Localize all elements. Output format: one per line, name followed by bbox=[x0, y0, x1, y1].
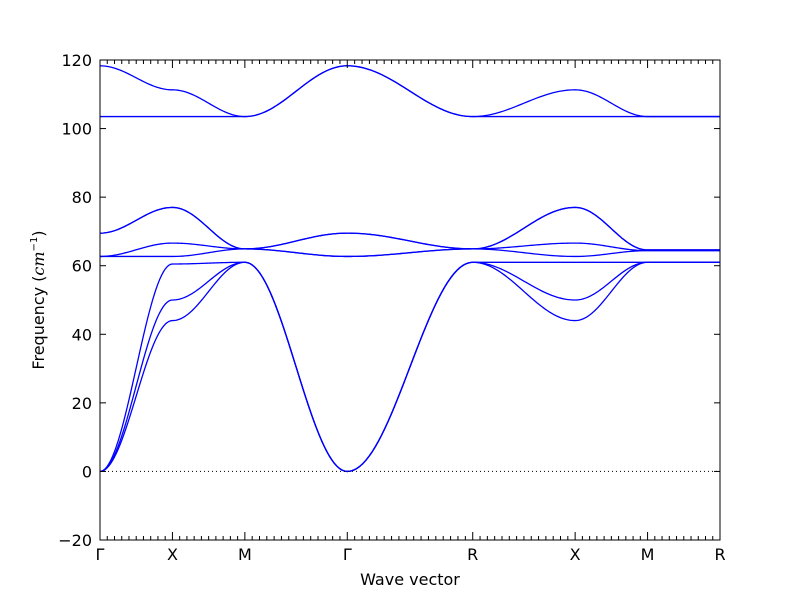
x-tick-label: X bbox=[570, 545, 581, 564]
x-tick-label: R bbox=[467, 545, 478, 564]
y-axis-label-main: Frequency ( bbox=[29, 276, 48, 370]
y-tick-label: 40 bbox=[72, 325, 92, 344]
x-tick-label: M bbox=[641, 545, 655, 564]
y-axis-label: Frequency (cm−1) bbox=[29, 230, 48, 369]
x-tick-label: Γ bbox=[343, 545, 352, 564]
y-tick-label: 120 bbox=[61, 51, 92, 70]
bands-layer bbox=[99, 65, 720, 473]
y-axis-label-unit: cm bbox=[29, 251, 48, 275]
x-tick-label: R bbox=[714, 545, 725, 564]
band-line-7 bbox=[99, 206, 720, 251]
plot-frame bbox=[99, 59, 721, 541]
band-line-5 bbox=[99, 242, 720, 258]
y-axis-label-exponent: −1 bbox=[29, 237, 40, 252]
y-tick-label: 80 bbox=[72, 188, 92, 207]
y-tick-label: −20 bbox=[58, 531, 92, 550]
tick-labels-layer: −20 0 20 40 60 80 100 120 Γ X M Γ R X M R bbox=[58, 51, 725, 564]
band-line-3 bbox=[99, 261, 720, 473]
y-tick-label: 20 bbox=[72, 394, 92, 413]
x-tick-label: M bbox=[238, 545, 252, 564]
x-tick-label: Γ bbox=[96, 545, 105, 564]
y-axis-label-close: ) bbox=[29, 230, 48, 236]
y-tick-label: 0 bbox=[82, 462, 92, 481]
ticks-layer bbox=[99, 59, 721, 541]
x-axis-label: Wave vector bbox=[360, 570, 460, 589]
band-line-9 bbox=[99, 65, 720, 118]
y-tick-label: 60 bbox=[72, 257, 92, 276]
y-tick-label: 100 bbox=[61, 120, 92, 139]
x-tick-label: X bbox=[167, 545, 178, 564]
